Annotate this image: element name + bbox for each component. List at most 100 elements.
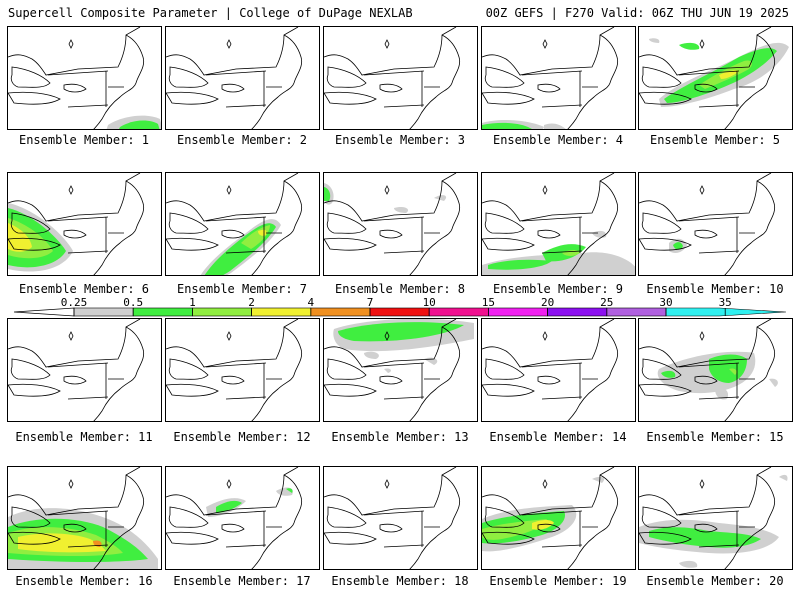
state-borders (363, 362, 440, 400)
chart-title: Supercell Composite Parameter | College … (8, 6, 413, 20)
coastline-outline (324, 27, 461, 129)
legend-swatch (369, 307, 430, 317)
ensemble-map (639, 173, 776, 275)
state-borders (521, 216, 598, 254)
legend-swatch (606, 307, 667, 317)
scp-shading (482, 519, 547, 540)
island-marker (68, 479, 74, 489)
state-borders (47, 216, 124, 254)
map-panel-member-6 (7, 172, 162, 276)
scp-shading (338, 322, 464, 342)
coastline-outline (482, 173, 619, 275)
scp-shading (649, 38, 660, 43)
scp-shading (119, 120, 160, 129)
coastline-outline (166, 173, 303, 275)
legend-swatch (665, 307, 787, 317)
scp-shading (769, 378, 778, 387)
island-marker (68, 39, 74, 49)
ensemble-map (324, 173, 461, 275)
legend-tick-label: 1 (189, 296, 196, 309)
scp-shading (592, 476, 605, 483)
island-marker (699, 479, 705, 489)
state-borders (205, 216, 282, 254)
island-marker (68, 185, 74, 195)
coastline-outline (324, 467, 461, 569)
ensemble-map (639, 319, 778, 421)
member-label: Ensemble Member: 4 (492, 133, 624, 147)
state-borders (363, 510, 440, 548)
great-lakes-outline (8, 506, 87, 545)
legend-tick-label: 20 (541, 296, 554, 309)
state-borders (47, 510, 124, 548)
coastline-outline (166, 27, 303, 129)
map-panel-member-5 (638, 26, 793, 130)
great-lakes-outline (8, 212, 87, 251)
legend-tick-label: 4 (307, 296, 314, 309)
coastline-outline (482, 27, 619, 129)
map-panel-member-17 (165, 466, 320, 570)
state-borders (205, 70, 282, 108)
map-panel-member-11 (7, 318, 162, 422)
state-borders (521, 70, 598, 108)
color-legend: 0.25 0.5 1 2 4 7 10 15 20 25 30 35 (13, 296, 787, 317)
legend-tick-label: 7 (367, 296, 374, 309)
map-panel-member-15 (638, 318, 793, 422)
ensemble-map (166, 173, 303, 275)
state-borders (363, 216, 440, 254)
legend-swatch (192, 307, 252, 317)
ensemble-map (324, 27, 461, 129)
scp-shading (216, 500, 242, 513)
map-panel-member-19 (481, 466, 636, 570)
island-marker (699, 331, 705, 341)
legend-swatch (132, 307, 193, 317)
state-borders (521, 362, 598, 400)
great-lakes-outline (324, 506, 403, 545)
map-panel-member-9 (481, 172, 636, 276)
island-marker (699, 39, 705, 49)
island-marker (542, 185, 548, 195)
legend-tick-label: 30 (659, 296, 672, 309)
member-label: Ensemble Member: 8 (334, 282, 466, 296)
legend-swatch (488, 307, 548, 317)
member-label: Ensemble Member: 12 (173, 430, 311, 444)
scp-shading (715, 387, 729, 400)
ensemble-map (8, 27, 161, 129)
great-lakes-outline (166, 358, 245, 397)
scp-shading (364, 351, 379, 359)
legend-tick-label: 25 (600, 296, 613, 309)
map-panel-member-8 (323, 172, 478, 276)
great-lakes-outline (639, 66, 718, 105)
scp-shading (488, 259, 552, 270)
map-panel-member-13 (323, 318, 478, 422)
map-panel-member-14 (481, 318, 636, 422)
ensemble-map (8, 173, 145, 275)
great-lakes-outline (8, 66, 87, 105)
ensemble-map (482, 319, 619, 421)
state-borders (205, 510, 282, 548)
great-lakes-outline (166, 506, 245, 545)
coastline-outline (8, 467, 145, 569)
state-borders (521, 510, 598, 548)
legend-tick-label: 0.25 (61, 296, 88, 309)
scp-shading (544, 123, 566, 129)
coastline-outline (482, 319, 619, 421)
ensemble-map (166, 319, 303, 421)
member-label: Ensemble Member: 6 (18, 282, 150, 296)
legend-swatch (428, 307, 489, 317)
island-marker (542, 479, 548, 489)
member-label: Ensemble Member: 20 (646, 574, 784, 588)
member-label: Ensemble Member: 19 (489, 574, 627, 588)
legend-tick-label: 0.5 (123, 296, 143, 309)
scp-shading (709, 354, 747, 383)
map-panel-member-4 (481, 26, 636, 130)
coastline-outline (8, 319, 145, 421)
great-lakes-outline (8, 358, 87, 397)
map-panel-member-7 (165, 172, 320, 276)
scp-shading (18, 533, 106, 553)
member-label: Ensemble Member: 11 (15, 430, 153, 444)
island-marker (384, 479, 390, 489)
ensemble-map (166, 467, 303, 569)
scp-shading (286, 488, 293, 493)
coastline-outline (639, 319, 776, 421)
scp-shading (649, 527, 761, 548)
